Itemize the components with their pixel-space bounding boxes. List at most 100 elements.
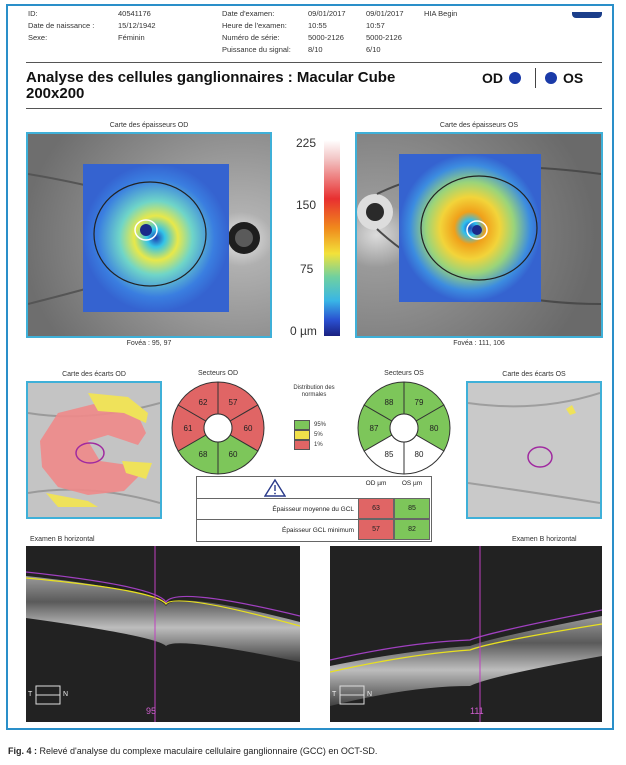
od-n-label: N (63, 691, 69, 698)
table-col-od: OD µm (365, 480, 387, 487)
serial-label: Numéro de série: (222, 33, 280, 42)
patient-values: 40541176 15/12/1942 Féminin (118, 8, 156, 44)
os-sector-center (389, 413, 419, 443)
os-sector-label-5: 88 (385, 398, 394, 407)
table-row-label: Épaisseur GCL minimum (196, 519, 358, 540)
os-fovea: Fovéa : 111, 106 (453, 340, 505, 347)
exam-date-od: 09/01/2017 (308, 9, 346, 18)
report-title-line2: 200x200 (26, 85, 85, 102)
os-sector-label-2: 80 (415, 450, 424, 459)
patient-labels: ID: Date de naissance : Sexe: (28, 8, 94, 44)
od-deviation-graphic (28, 383, 160, 517)
site-name: HIA Begin (424, 9, 458, 18)
os-indicator: OS (545, 70, 583, 86)
id-label: ID: (28, 9, 38, 18)
os-deviation-graphic (468, 383, 600, 517)
os-thickness-graphic (357, 134, 601, 336)
legend-label: 95% (314, 422, 327, 428)
warning-icon (264, 478, 286, 497)
legend-item: 1% (294, 440, 326, 450)
legend-swatch (294, 420, 310, 430)
od-sector-label-2: 60 (229, 450, 238, 459)
table-col-os: OS µm (401, 480, 423, 487)
serial-od: 5000-2126 (308, 33, 344, 42)
report-title-line1: Analyse des cellules ganglionnaires : Ma… (26, 69, 396, 86)
signal-label: Puissance du signal: (222, 45, 291, 54)
os-label: OS (563, 70, 584, 86)
od-sectors-title: Secteurs OD (197, 370, 239, 377)
os-sector-label-1: 80 (430, 424, 439, 433)
os-bscan: T N 111 (330, 546, 602, 722)
table-cell-od: 63 (358, 498, 394, 519)
exam-values-od: 09/01/2017 10:55 5000-2126 8/10 (308, 8, 346, 56)
od-indicator: OD (482, 70, 521, 86)
legend-label: 5% (314, 432, 323, 438)
od-bscan-title: Examen B horizontal (30, 536, 95, 543)
od-marker-value: 95 (146, 706, 157, 716)
figure-caption-text: Relevé d'analyse du complexe maculaire c… (37, 746, 378, 756)
serial-os: 5000-2126 (366, 33, 402, 42)
scale-tick-225: 225 (296, 136, 317, 150)
table-cell-os: 85 (394, 498, 430, 519)
corner-bar (572, 12, 602, 18)
scale-tick-75: 75 (300, 262, 314, 276)
os-bscan-graphic (330, 546, 602, 722)
os-sectors-chart: 79 80 80 85 87 88 (357, 381, 451, 475)
od-bscan: T N 95 (26, 546, 300, 722)
od-label: OD (482, 70, 503, 86)
od-dot-icon (509, 72, 521, 84)
os-sector-label-4: 87 (370, 424, 379, 433)
normal-distribution-legend: 95% 5% 1% (294, 420, 326, 450)
legend-item: 95% (294, 420, 326, 430)
od-thickness-map (26, 132, 272, 338)
od-fovea: Fovéa : 95, 97 (126, 340, 172, 347)
id-value: 40541176 (118, 9, 151, 18)
exam-values-os: 09/01/2017 10:57 5000-2126 6/10 (366, 8, 404, 56)
table-row-label: Épaisseur moyenne du GCL (196, 498, 358, 519)
os-thickness-title: Carte des épaisseurs OS (439, 122, 519, 129)
od-os-separator (535, 68, 536, 88)
exam-time-os: 10:57 (366, 21, 385, 30)
figure-caption-prefix: Fig. 4 : (8, 746, 37, 756)
od-sector-label-4: 61 (184, 424, 193, 433)
figure-caption: Fig. 4 : Relevé d'analyse du complexe ma… (8, 746, 377, 756)
os-n-label: N (367, 691, 373, 698)
od-sector-label-0: 57 (229, 398, 238, 407)
od-t-label: T (28, 691, 33, 698)
scale-tick-150: 150 (296, 198, 317, 212)
sex-label: Sexe: (28, 33, 48, 42)
od-sector-label-3: 68 (199, 450, 208, 459)
od-bscan-graphic (26, 546, 300, 722)
od-thickness-graphic (28, 134, 270, 336)
os-deviation-map (466, 381, 602, 519)
os-sector-label-0: 79 (415, 398, 424, 407)
exam-date-label: Date d'examen: (222, 9, 275, 18)
os-t-label: T (332, 691, 337, 698)
legend-swatch (294, 440, 310, 450)
dob-label: Date de naissance : (28, 21, 95, 30)
thickness-color-scale (324, 140, 340, 336)
exam-date-os: 09/01/2017 (366, 9, 404, 18)
legend-item: 5% (294, 430, 326, 440)
signal-os: 6/10 (366, 45, 381, 54)
exam-time-od: 10:55 (308, 21, 327, 30)
legend-swatch (294, 430, 310, 440)
os-sector-label-3: 85 (385, 450, 394, 459)
signal-od: 8/10 (308, 45, 323, 54)
os-deviation-title: Carte des écarts OS (502, 371, 566, 378)
table-cell-od: 57 (358, 519, 394, 540)
header-divider (26, 62, 602, 63)
title-divider (26, 108, 602, 109)
exam-time-label: Heure de l'examen: (222, 21, 287, 30)
od-sector-label-1: 60 (244, 424, 253, 433)
os-bscan-title: Examen B horizontal (512, 536, 577, 543)
od-sector-center (203, 413, 233, 443)
os-marker-value: 111 (470, 706, 484, 716)
od-sectors-chart: 57 60 60 68 61 62 (171, 381, 265, 475)
od-sector-label-5: 62 (199, 398, 208, 407)
os-thickness-map (355, 132, 603, 338)
sex-value: Féminin (118, 33, 145, 42)
exam-labels: Date d'examen: Heure de l'examen: Numéro… (222, 8, 291, 56)
od-thickness-title: Carte des épaisseurs OD (109, 122, 189, 129)
table-cell-os: 82 (394, 519, 430, 540)
